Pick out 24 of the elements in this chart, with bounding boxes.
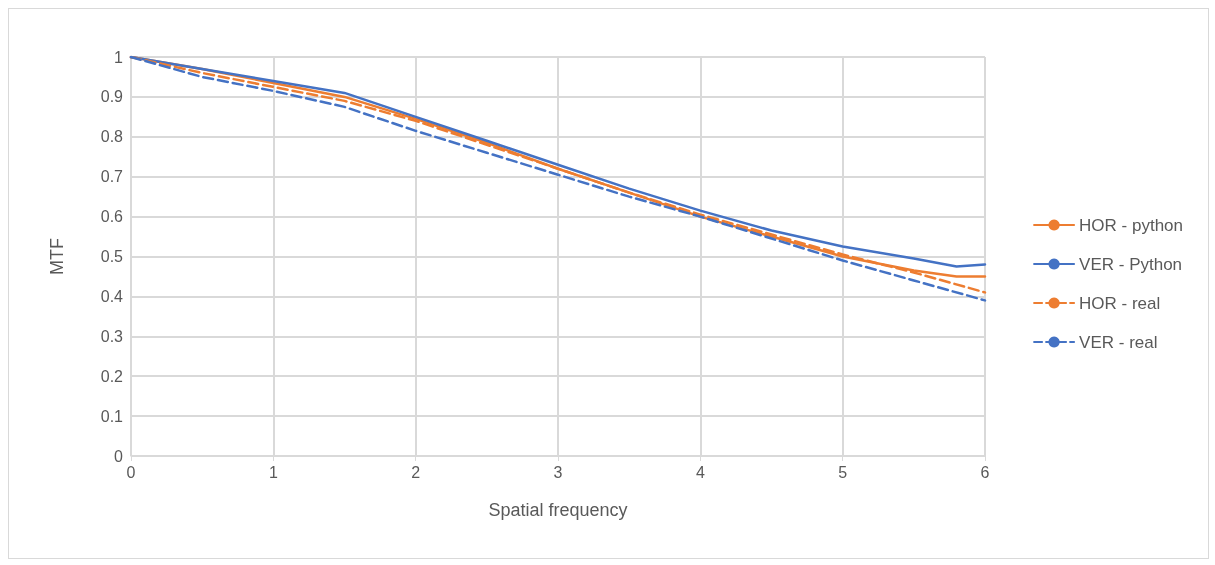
legend-label: HOR - real xyxy=(1079,293,1161,313)
y-tick-label: 0.7 xyxy=(100,168,124,186)
legend-label: VER - real xyxy=(1079,332,1158,352)
y-tick-label: 0.9 xyxy=(100,88,124,106)
y-axis-title: MTF xyxy=(47,238,67,275)
y-tick-label: 1 xyxy=(114,48,124,66)
y-tick-label: 0.6 xyxy=(100,208,124,226)
legend-label: VER - Python xyxy=(1079,254,1183,274)
y-tick-label: 0.4 xyxy=(100,287,124,305)
legend-label: HOR - python xyxy=(1079,215,1184,235)
x-axis-title: Spatial frequency xyxy=(488,500,628,520)
x-tick-label: 4 xyxy=(695,463,705,481)
y-tick-label: 0.1 xyxy=(100,407,124,425)
x-tick-label: 5 xyxy=(838,463,848,481)
x-tick-label: 1 xyxy=(268,463,278,481)
x-tick-label: 0 xyxy=(126,463,136,481)
y-tick-label: 0.2 xyxy=(100,367,124,385)
x-tick-label: 6 xyxy=(980,463,990,481)
x-tick-label: 3 xyxy=(553,463,563,481)
y-tick-label: 0 xyxy=(114,447,124,465)
y-tick-label: 0.5 xyxy=(100,248,124,265)
x-tick-label: 2 xyxy=(411,463,421,481)
y-tick-label: 0.3 xyxy=(100,327,124,345)
y-tick-label: 0.8 xyxy=(100,128,124,146)
